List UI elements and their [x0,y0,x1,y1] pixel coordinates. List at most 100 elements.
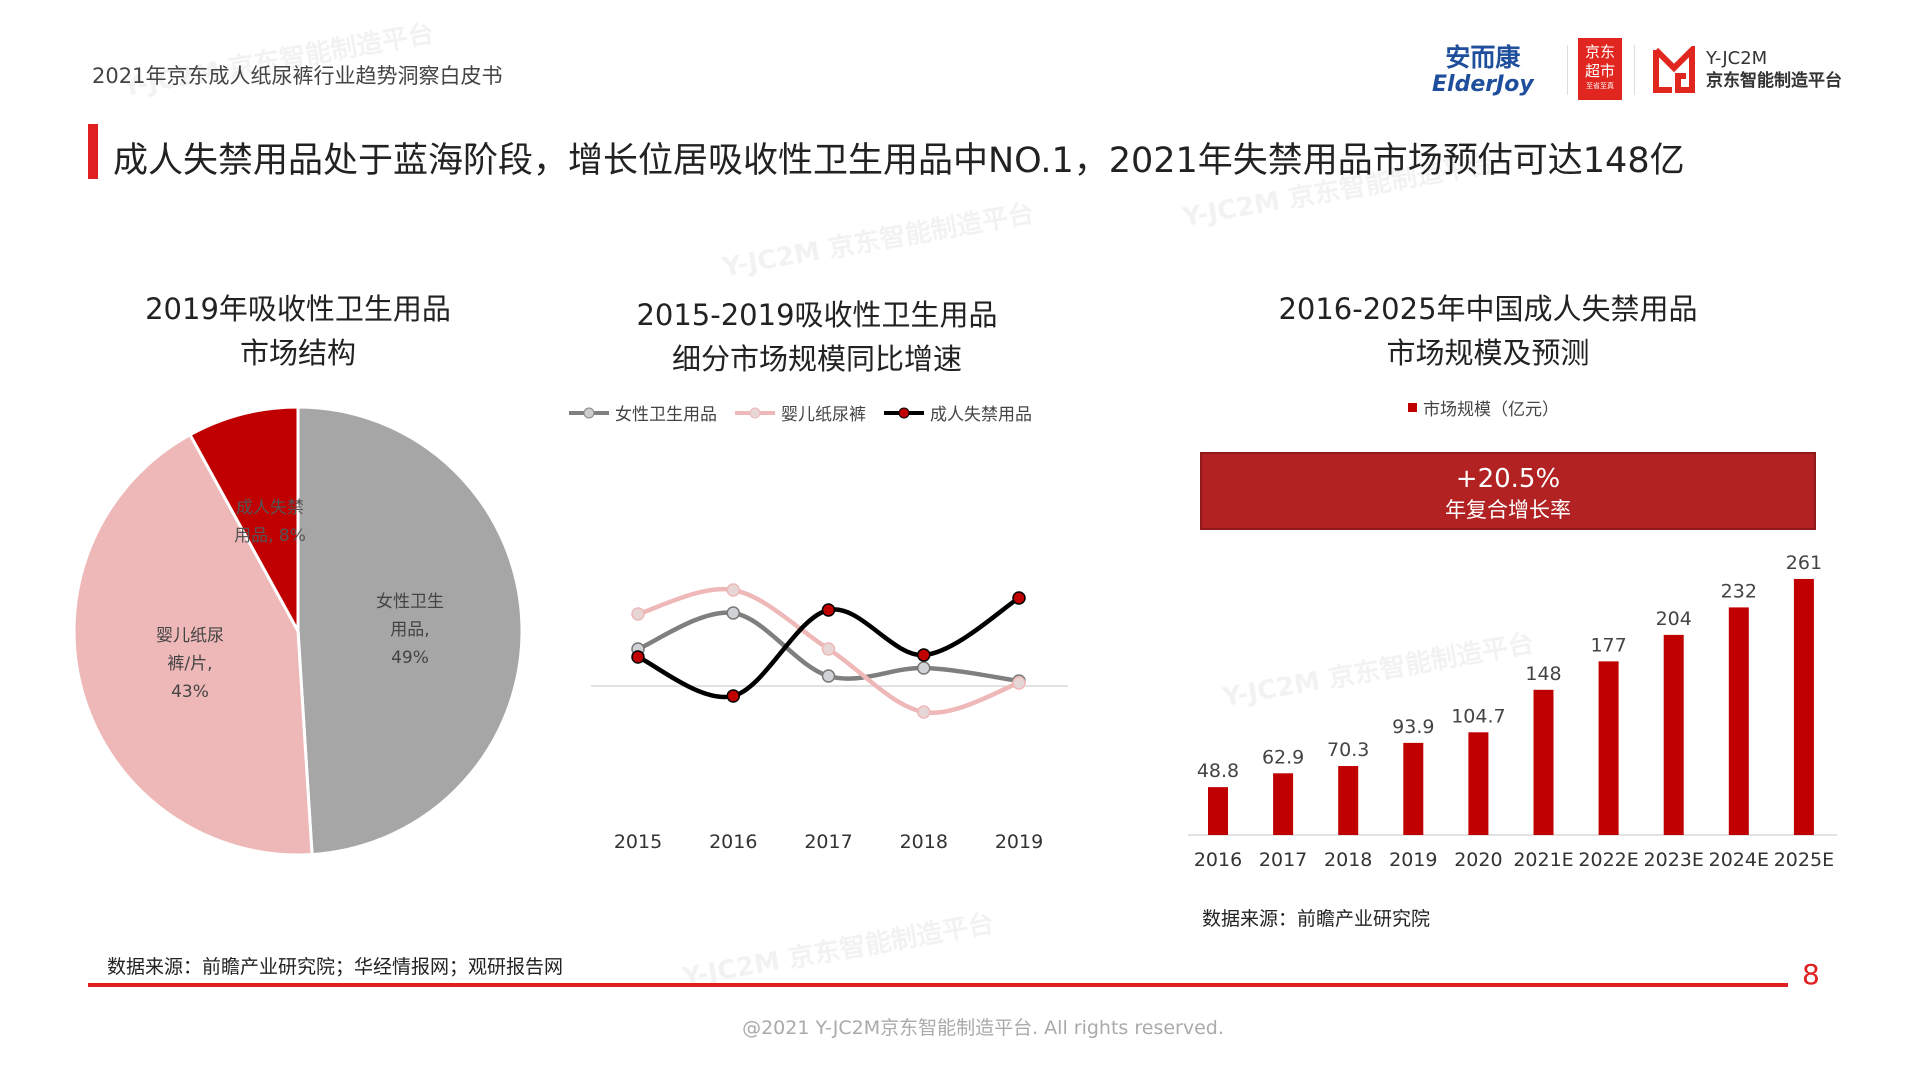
bar-value-label: 177 [1590,634,1626,656]
bar [1208,787,1228,835]
cagr-label: 年复合增长率 [1445,498,1571,522]
line-point [726,606,740,620]
pie-slice [188,405,300,632]
bar-chart-title: 2016-2025年中国成人失禁用品 市场规模及预测 [1238,287,1738,375]
line-point [917,705,931,719]
x-tick-label: 2015 [614,831,662,853]
watermark: Y-JC2M 京东智能制造平台 [680,908,997,994]
legend-item: 女性卫生用品 [569,400,717,425]
bar-value-label: 148 [1525,663,1561,685]
jd-market-logo-sub: 至省至真 [1586,82,1614,90]
pie-label-line: 49% [391,648,429,668]
legend-label: 成人失禁用品 [930,405,1032,425]
elderjoy-logo-en: ElderJoy [1432,72,1534,97]
bar-chart-source: 数据来源：前瞻产业研究院 [1202,908,1431,930]
pie-title-line1: 2019年吸收性卫生用品 [145,292,451,326]
footer-divider [88,983,1788,987]
bar [1338,766,1359,835]
pie-label-line: 43% [171,682,209,702]
pie-label-line: 裤/片, [167,654,213,674]
yjc2m-logo: Y-JC2M 京东智能制造平台 [1706,48,1842,92]
line-chart-title: 2015-2019吸收性卫生用品 细分市场规模同比增速 [567,293,1067,381]
x-tick-label: 2017 [1259,849,1307,871]
line-point [917,661,931,675]
x-tick-label: 2018 [900,831,948,853]
jd-market-logo-text: 京东超市 [1584,43,1615,80]
line-point [726,583,740,597]
x-tick-label: 2023E [1644,849,1704,871]
pie-label-adult: 成人失禁用品, 8% [215,494,325,550]
pie-label-line: 用品, 8% [234,526,306,546]
bar [1403,742,1424,835]
x-tick-label: 2016 [1194,849,1242,871]
legend-label: 婴儿纸尿裤 [781,405,866,425]
pie-label-line: 女性卫生 [376,592,444,612]
pie-label-line: 婴儿纸尿 [156,626,224,646]
bar-value-label: 204 [1656,608,1692,630]
legend-swatch [1408,403,1417,412]
bar-legend: 市场规模（亿元） [1408,395,1559,420]
x-tick-label: 2021E [1513,849,1573,871]
pie-slice [72,432,314,857]
bar [1468,732,1489,835]
line-point [821,669,836,683]
line-point [631,650,645,664]
line-point [1012,676,1026,690]
divider [1567,45,1568,95]
bar [1663,634,1684,835]
x-tick-label: 2016 [709,831,757,853]
page-title: 成人失禁用品处于蓝海阶段，增长位居吸收性卫生用品中NO.1，2021年失禁用品市… [113,141,1685,181]
bar [1533,689,1554,835]
x-tick-label: 2019 [1389,849,1437,871]
line-point [631,607,645,621]
line-chart: 2015 2016 2017 2018 2019 [591,583,1068,853]
line-point [917,648,931,662]
pie-label-female: 女性卫生 用品, 49% [350,588,470,672]
bar [1273,773,1294,835]
line-legend: 女性卫生用品 婴儿纸尿裤 成人失禁用品 [569,400,1032,425]
legend-marker-icon [884,407,924,418]
bar [1728,607,1749,835]
jd-market-logo: 京东超市 至省至真 [1578,38,1622,100]
pie-slice [296,405,524,857]
bar-value-label: 261 [1786,552,1822,574]
elderjoy-logo: 安而康 ElderJoy [1432,44,1534,98]
line-point [1012,591,1026,605]
bar-title-line2: 市场规模及预测 [1386,336,1590,370]
legend-label: 女性卫生用品 [615,405,717,425]
x-tick-label: 2019 [995,831,1043,853]
bar-chart: 48.8 2016 62.9 2017 70.3 2018 93.9 2019 104.7 202… [1188,552,1837,871]
x-tick-label: 2024E [1709,849,1769,871]
cagr-value: +20.5% [1455,464,1561,494]
pie-label-line: 成人失禁 [236,498,304,518]
pie-chart [72,405,524,857]
line-point [726,689,740,703]
copyright: @2021 Y-JC2M京东智能制造平台. All rights reserve… [742,1017,1224,1039]
bar-value-label: 93.9 [1392,716,1434,738]
bar-value-label: 104.7 [1451,705,1505,727]
yjc2m-logo-en: Y-JC2M [1706,48,1768,69]
yjc2m-logo-icon [1653,46,1695,93]
legend-label: 市场规模（亿元） [1423,400,1559,420]
divider [1634,45,1635,95]
x-tick-label: 2020 [1454,849,1502,871]
line-point [821,603,836,617]
bar-title-line1: 2016-2025年中国成人失禁用品 [1278,292,1698,326]
line-title-line2: 细分市场规模同比增速 [671,342,962,376]
bar-value-label: 48.8 [1197,760,1239,782]
x-tick-label: 2025E [1774,849,1834,871]
x-tick-label: 2018 [1324,849,1372,871]
title-accent-bar [88,124,98,179]
legend-marker-icon [735,407,775,418]
bar [1598,661,1619,835]
bar-value-label: 70.3 [1327,739,1369,761]
pie-chart-title: 2019年吸收性卫生用品 市场结构 [48,287,548,375]
legend-item: 成人失禁用品 [884,400,1032,425]
bar-value-label: 232 [1721,580,1757,602]
elderjoy-logo-cn: 安而康 [1445,43,1521,72]
page-number: 8 [1802,958,1820,991]
document-title: 2021年京东成人纸尿裤行业趋势洞察白皮书 [92,64,503,88]
pie-label-baby: 婴儿纸尿裤/片, 43% [130,622,250,706]
bar-value-label: 62.9 [1262,746,1304,768]
cagr-annotation: +20.5% 年复合增长率 [1200,452,1816,530]
